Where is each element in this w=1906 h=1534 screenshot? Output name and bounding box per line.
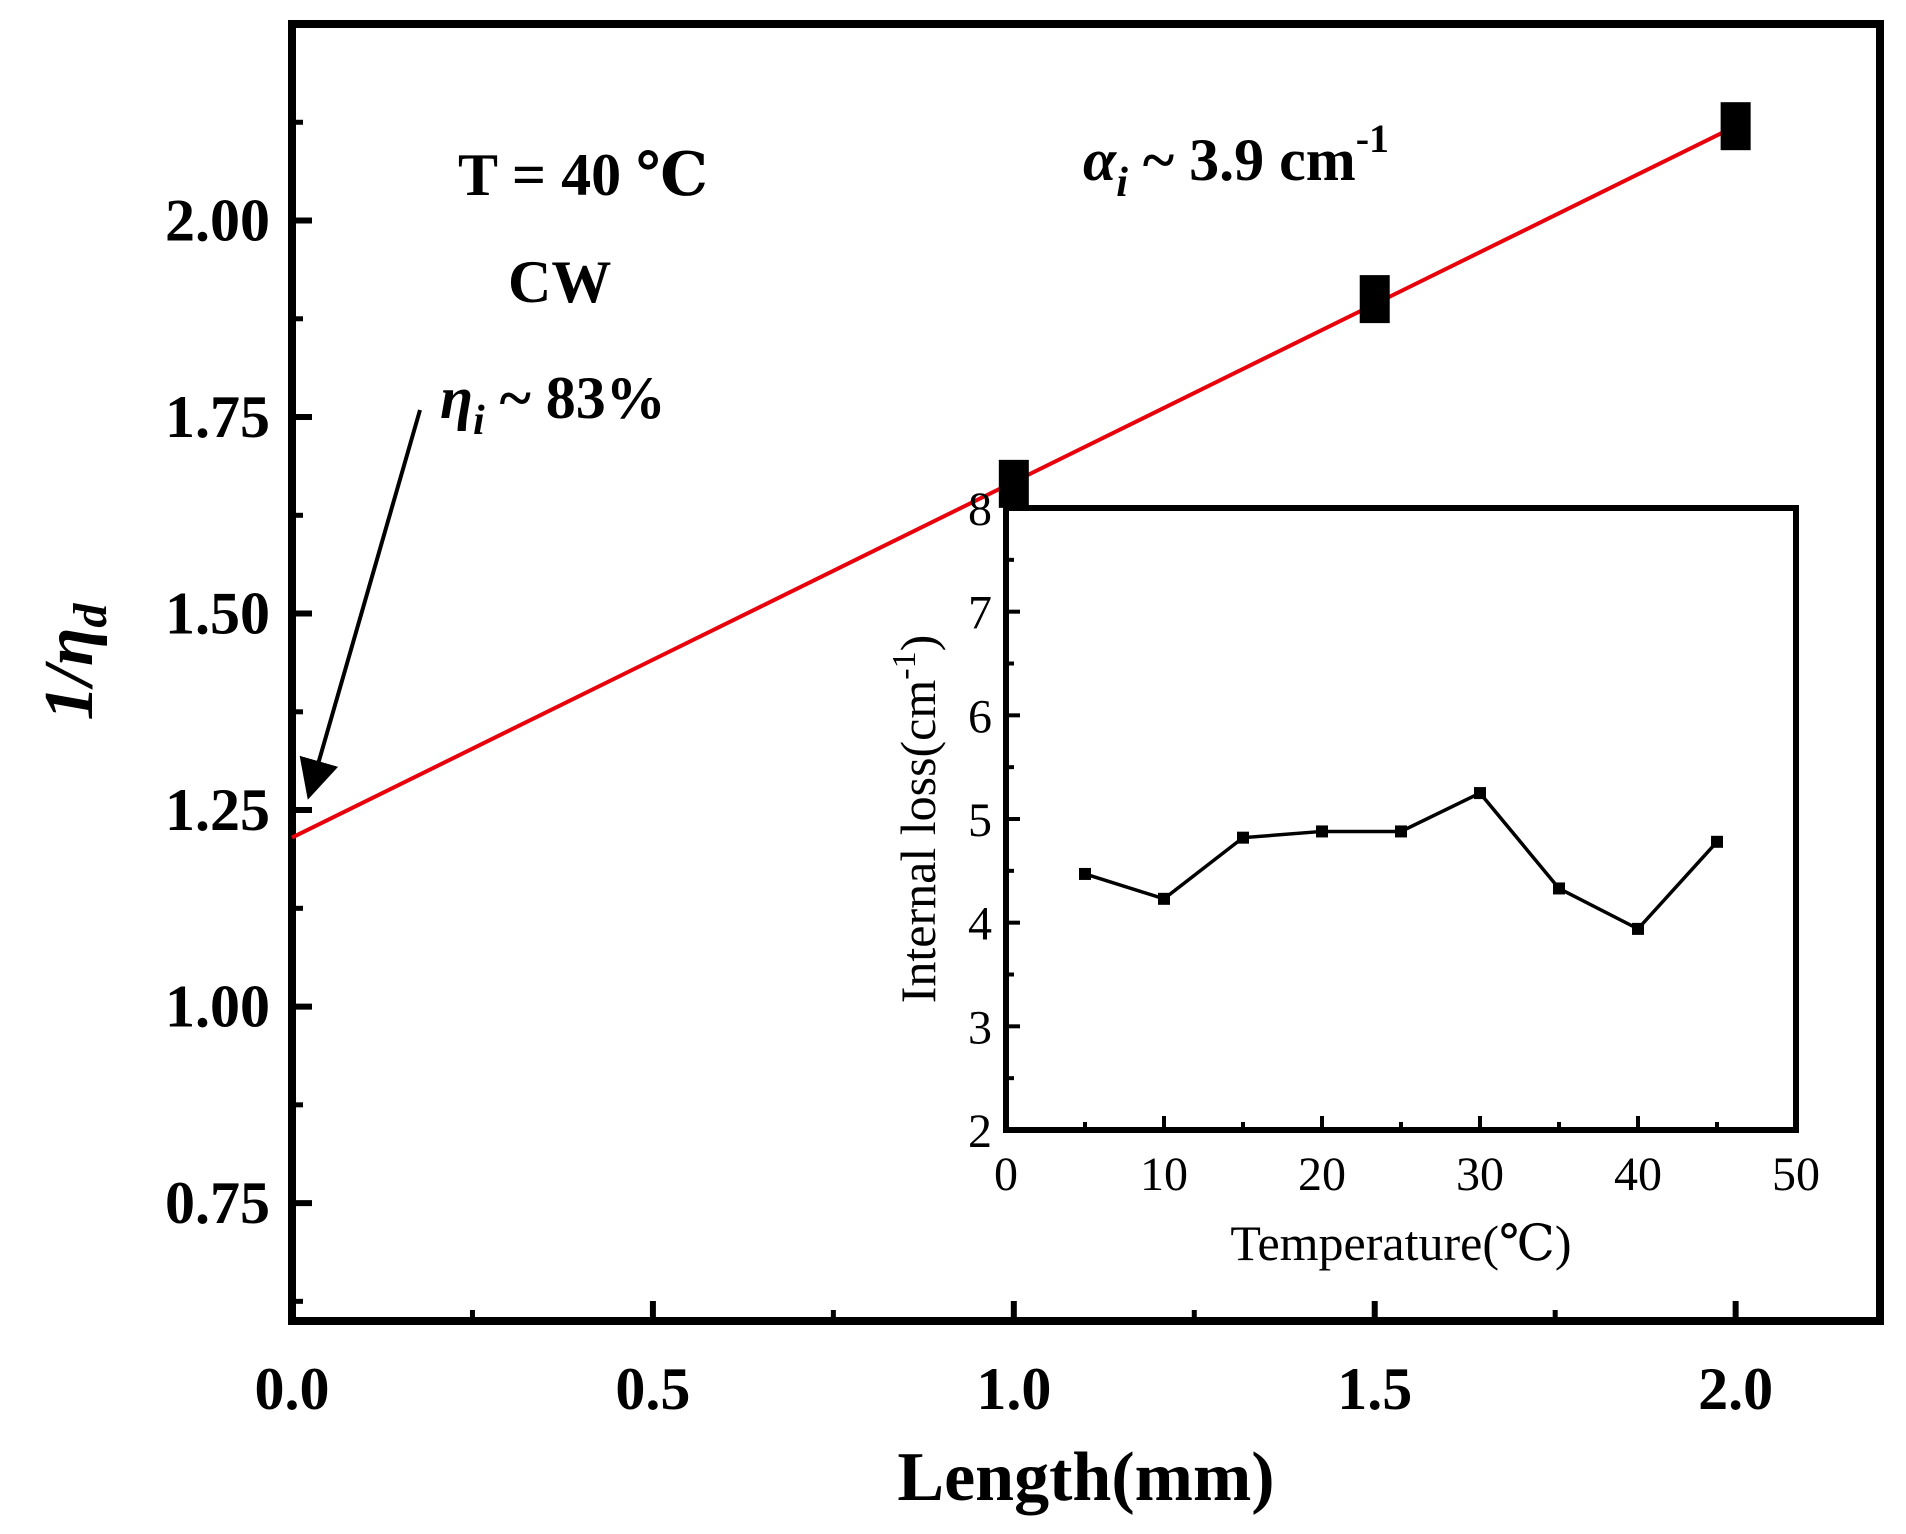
main-y-tick-label: 1.50: [165, 581, 270, 647]
main-y-tick-label: 2.00: [165, 188, 270, 254]
inset-data-point: [1237, 831, 1249, 844]
inset-y-axis-title-text: Internal loss(cm: [890, 680, 946, 1004]
main-x-axis-title: Length(mm): [897, 1439, 1274, 1516]
inset-data-point: [1553, 882, 1565, 895]
inset-x-tick-label: 40: [1614, 1148, 1662, 1201]
annotation-alpha-text: ~ 3.9 cm: [1128, 127, 1356, 193]
inset-x-tick-label: 20: [1298, 1148, 1346, 1201]
main-data-point: [1720, 102, 1751, 151]
inset-plot-background: [1006, 508, 1796, 1130]
main-data-point: [1359, 275, 1390, 324]
annotation-arrow: [299, 409, 422, 800]
main-data-point: [998, 459, 1029, 508]
inset-y-axis-title: Internal loss(cm-1): [886, 635, 946, 1004]
inset-y-tick-label: 3: [968, 1001, 992, 1054]
annotation-eta-symbol: η: [440, 365, 473, 431]
inset-data-point: [1079, 867, 1091, 880]
inset-data-points: [1079, 787, 1723, 935]
annotation-eta: ηi ~ 83%: [440, 365, 666, 444]
inset-data-point: [1474, 787, 1486, 800]
main-y-axis-title-text: 1/η: [31, 628, 108, 721]
inset-y-tick-label: 5: [968, 794, 992, 847]
main-plot: 0.0 0.5 1.0 1.5 2.00.751.001.251.501.752.00 …: [31, 20, 1884, 1516]
main-y-axis-title: 1/ηd: [31, 603, 117, 721]
annotation-temperature: T = 40 ℃: [458, 142, 708, 208]
inset-x-axis-title: Temperature(℃): [1230, 1215, 1571, 1271]
main-x-tick-label: 0.0: [255, 1356, 330, 1422]
main-y-tick-label: 0.75: [165, 1170, 270, 1236]
main-y-axis-title-sub: d: [64, 603, 117, 628]
inset-tick-labels: 0 10 20 30 40 50 2 3 4 5 6 7 8: [968, 483, 1820, 1201]
main-x-tick-label: 0.5: [615, 1356, 690, 1422]
annotation-alpha-symbol: α: [1083, 127, 1117, 193]
annotation-eta-text: ~ 83%: [485, 365, 666, 431]
annotation-alpha-sup: -1: [1356, 116, 1389, 161]
main-y-tick-label: 1.25: [165, 777, 270, 843]
inset-plot: 0 10 20 30 40 50 2 3 4 5 6 7 8 Temperature(℃) Intern…: [886, 483, 1820, 1271]
inset-y-tick-label: 8: [968, 483, 992, 536]
annotation-alpha: αi ~ 3.9 cm-1: [1083, 116, 1389, 206]
inset-y-tick-label: 2: [968, 1105, 992, 1158]
main-y-tick-label: 1.75: [165, 384, 270, 450]
inset-y-tick-label: 7: [968, 587, 992, 640]
inset-x-tick-label: 30: [1456, 1148, 1504, 1201]
inset-data-point: [1632, 922, 1644, 935]
inset-data-point: [1395, 825, 1407, 838]
main-tick-labels: 0.0 0.5 1.0 1.5 2.0 0.75 1.00 1.25 1.50 1.75 2.00: [165, 188, 1773, 1422]
main-x-tick-label: 2.0: [1698, 1356, 1773, 1422]
main-y-tick-label: 1.00: [165, 974, 270, 1040]
svg-text:Internal loss(cm-1): Internal loss(cm-1): [886, 635, 946, 1004]
annotation-alpha-sub: i: [1116, 160, 1128, 206]
inset-x-tick-label: 50: [1772, 1148, 1820, 1201]
inset-y-tick-label: 6: [968, 690, 992, 743]
inset-x-tick-label: 0: [994, 1148, 1018, 1201]
inset-y-axis-title-close: ): [890, 635, 946, 652]
inset-data-point: [1711, 835, 1723, 848]
inset-data-point: [1316, 825, 1328, 838]
inset-data-point: [1158, 892, 1170, 905]
main-plot-frame: [288, 20, 1884, 1325]
annotation-eta-sub: i: [473, 398, 485, 444]
svg-text:1/ηd: 1/ηd: [31, 603, 117, 721]
main-data-points: [998, 102, 1751, 508]
inset-axis-ticks: [1004, 506, 1798, 1132]
inset-y-axis-title-sup: -1: [886, 651, 923, 679]
inset-y-tick-label: 4: [968, 898, 992, 951]
annotation-mode: CW: [508, 249, 611, 315]
main-axis-ticks: [289, 119, 1739, 1321]
main-x-tick-label: 1.0: [976, 1356, 1051, 1422]
inset-x-tick-label: 10: [1140, 1148, 1188, 1201]
main-x-tick-label: 1.5: [1337, 1356, 1412, 1422]
